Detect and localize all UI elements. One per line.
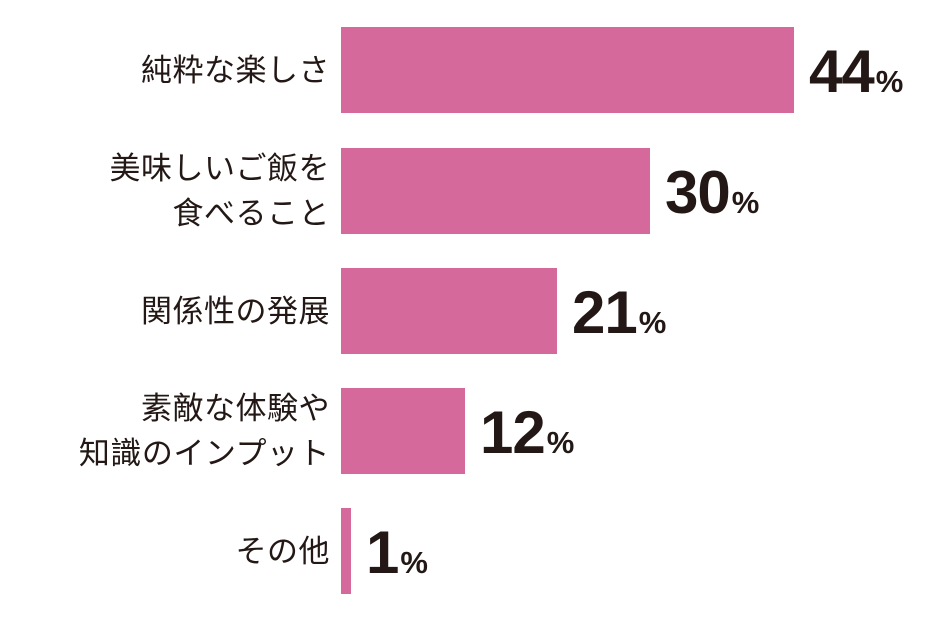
category-label: その他	[0, 529, 330, 574]
category-label-line: 食べること	[172, 196, 330, 231]
value-label: 12%	[480, 403, 574, 463]
bar	[341, 27, 794, 113]
category-label-line: その他	[235, 533, 330, 569]
percent-sign: %	[875, 64, 904, 99]
chart-row: その他 1%	[0, 508, 928, 594]
percent-sign: %	[400, 545, 428, 580]
bar	[341, 388, 465, 474]
category-label: 純粋な楽しさ	[0, 48, 330, 93]
value-number: 44	[809, 38, 875, 105]
category-label-line: 美味しいご飯を	[109, 151, 330, 186]
value-number: 1	[366, 519, 399, 586]
category-label-line: 純粋な楽しさ	[141, 52, 330, 88]
chart-row: 美味しいご飯を食べること 30%	[0, 148, 928, 234]
value-label: 44%	[809, 42, 903, 102]
percent-sign: %	[546, 425, 575, 460]
value-label: 1%	[366, 523, 428, 583]
value-label: 30%	[665, 163, 759, 223]
value-label: 21%	[572, 283, 666, 343]
category-label: 素敵な体験や知識のインプット	[0, 386, 330, 476]
bar	[341, 508, 351, 594]
category-label: 関係性の発展	[0, 289, 330, 334]
value-number: 30	[665, 159, 731, 226]
chart-row: 関係性の発展 21%	[0, 268, 928, 354]
category-label: 美味しいご飯を食べること	[0, 146, 330, 236]
bar	[341, 268, 557, 354]
value-number: 12	[480, 399, 546, 466]
category-label-line: 知識のインプット	[78, 436, 330, 471]
chart-row: 素敵な体験や知識のインプット 12%	[0, 388, 928, 474]
percent-sign: %	[731, 185, 760, 220]
chart-row: 純粋な楽しさ 44%	[0, 27, 928, 113]
category-label-line: 関係性の発展	[141, 293, 330, 329]
category-label-line: 素敵な体験や	[141, 391, 330, 426]
percent-sign: %	[638, 305, 667, 340]
value-number: 21	[572, 279, 638, 346]
bar	[341, 148, 650, 234]
